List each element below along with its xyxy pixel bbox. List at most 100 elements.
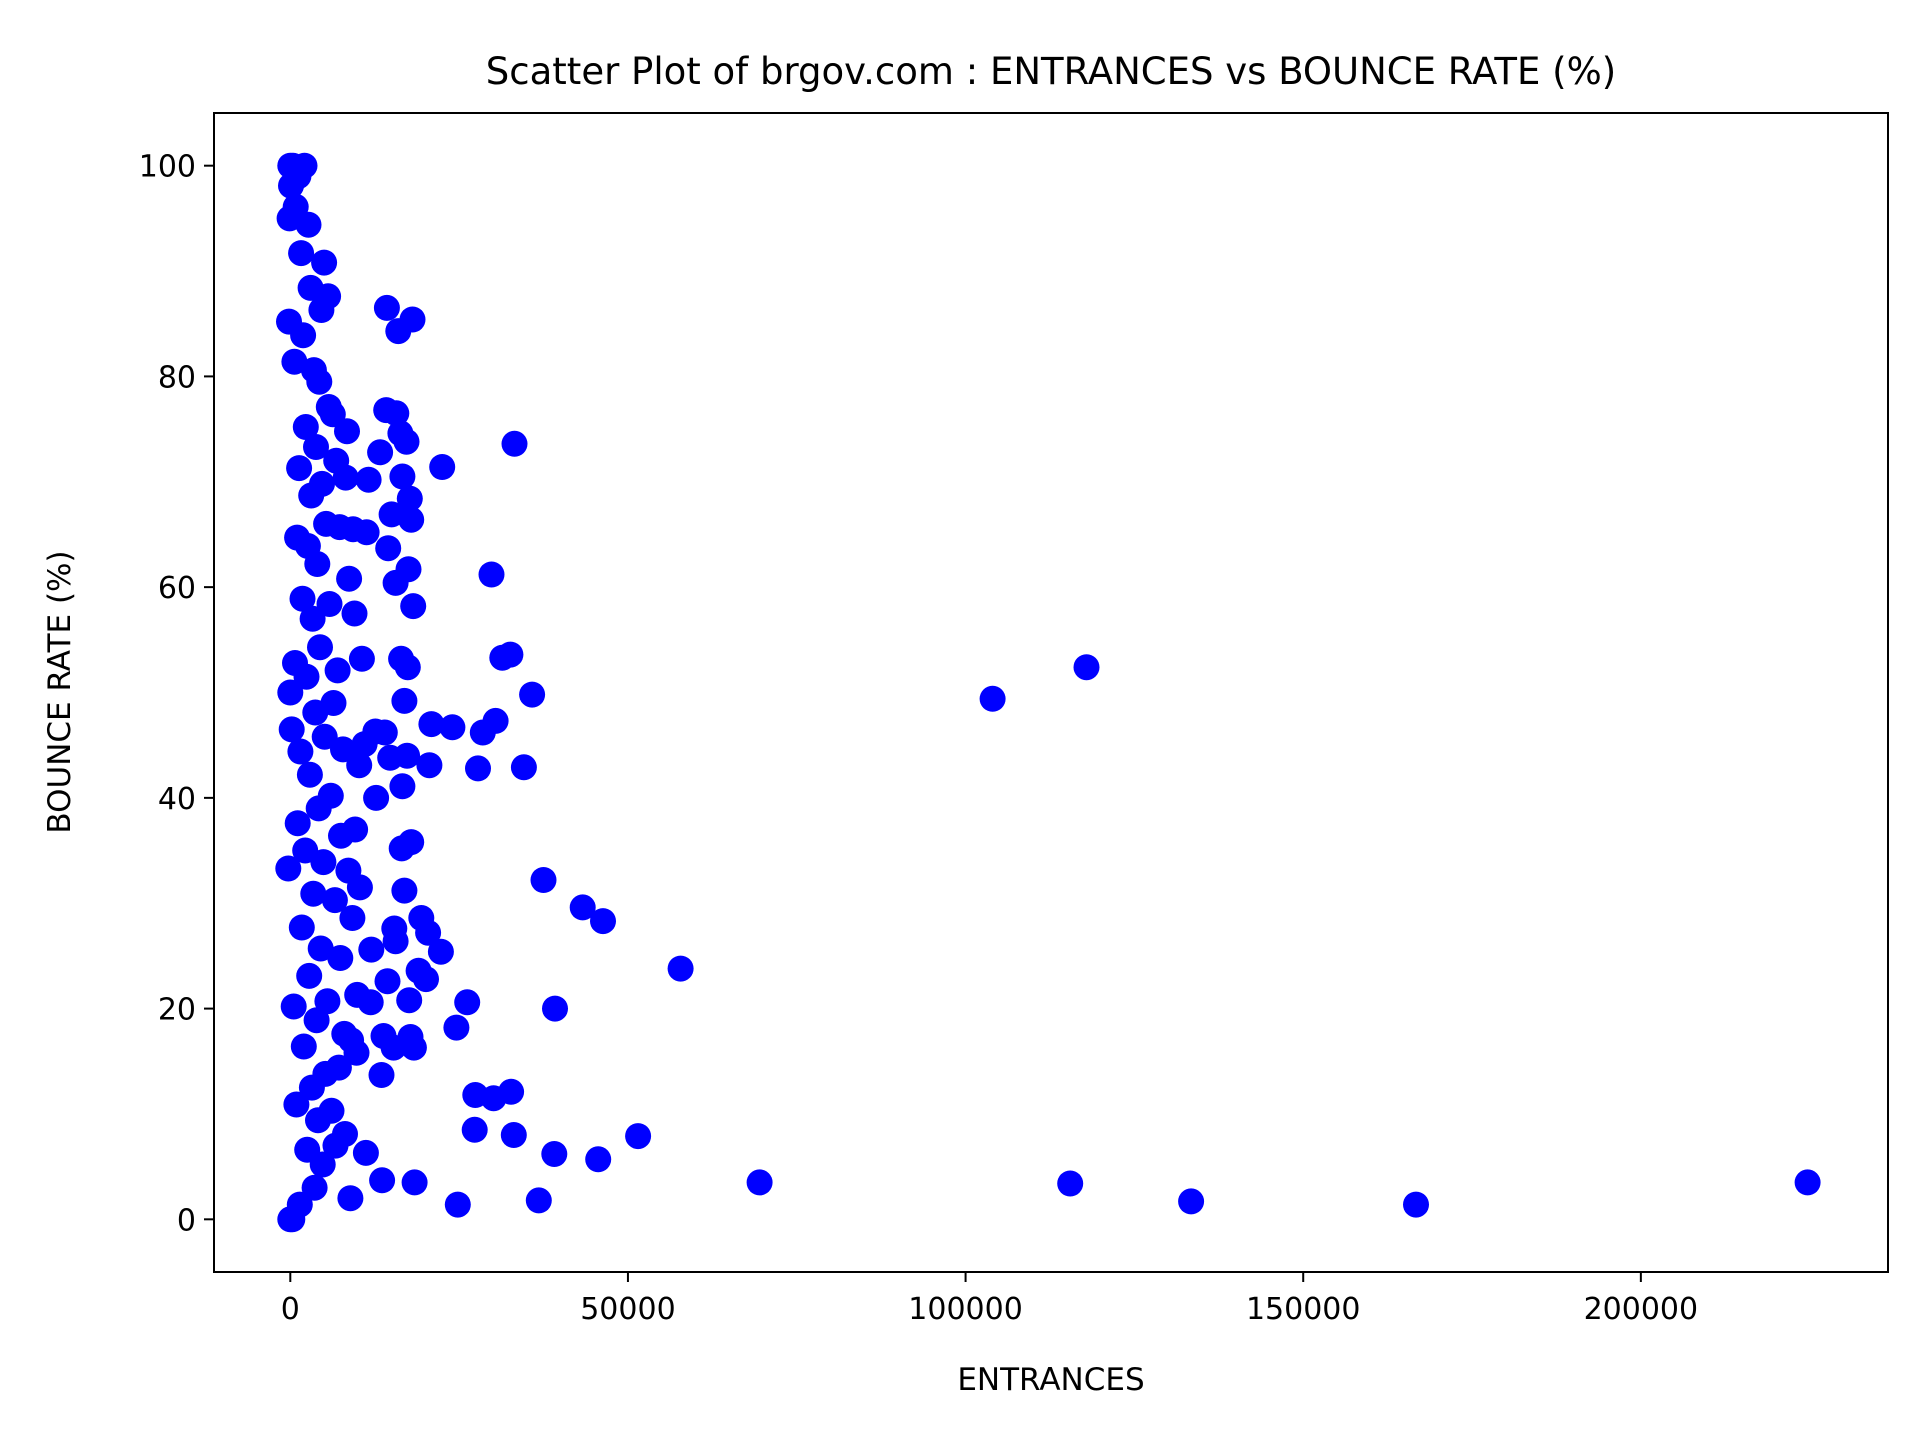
data-point xyxy=(373,397,400,424)
data-point xyxy=(296,761,323,788)
data-point xyxy=(330,736,356,763)
data-point xyxy=(462,1082,489,1108)
data-point xyxy=(510,754,537,781)
data-point xyxy=(373,294,400,321)
plot-frame xyxy=(213,112,1889,1273)
data-point xyxy=(323,447,350,474)
data-point xyxy=(276,205,303,232)
data-point xyxy=(314,988,341,1015)
data-point xyxy=(370,1023,397,1049)
data-point xyxy=(305,1107,331,1134)
data-point xyxy=(667,955,694,982)
data-point xyxy=(381,915,408,942)
data-point xyxy=(444,1191,471,1218)
x-tick-label: 150000 xyxy=(1246,1292,1361,1327)
data-point xyxy=(280,993,307,1020)
data-point xyxy=(286,455,313,482)
data-point xyxy=(300,880,327,907)
data-point xyxy=(296,962,323,989)
data-point xyxy=(979,685,1006,712)
data-point xyxy=(278,172,304,199)
y-tick-label: 20 xyxy=(158,993,196,1028)
x-tick-label: 50000 xyxy=(580,1292,675,1327)
data-point xyxy=(1178,1188,1205,1215)
data-point xyxy=(461,1116,488,1143)
data-point xyxy=(289,585,316,612)
data-point xyxy=(300,357,327,384)
data-point xyxy=(311,249,338,276)
x-tick-label: 100000 xyxy=(908,1292,1023,1327)
data-point xyxy=(569,894,596,921)
data-point xyxy=(369,1167,396,1194)
chart-title: Scatter Plot of brgov.com : ENTRANCES vs… xyxy=(486,50,1616,93)
data-point xyxy=(501,430,528,457)
data-point xyxy=(489,644,516,671)
data-point xyxy=(352,1139,379,1166)
data-point xyxy=(1073,654,1100,681)
data-point xyxy=(401,1169,428,1196)
data-point xyxy=(324,657,351,684)
data-point xyxy=(374,968,401,995)
data-point xyxy=(298,1074,325,1101)
data-points xyxy=(275,152,1821,1233)
data-point xyxy=(541,1141,568,1167)
x-tick-label: 0 xyxy=(281,1292,300,1327)
data-point xyxy=(1403,1191,1429,1218)
data-point xyxy=(341,600,368,627)
data-point xyxy=(387,420,414,447)
data-point xyxy=(307,935,334,962)
data-point xyxy=(378,501,405,528)
x-tick-label: 200000 xyxy=(1584,1292,1699,1327)
y-tick-label: 40 xyxy=(158,782,196,817)
data-point xyxy=(275,855,302,882)
data-point xyxy=(542,995,568,1022)
data-point xyxy=(351,731,378,758)
data-point xyxy=(315,394,342,420)
data-point xyxy=(331,1020,358,1047)
data-point xyxy=(284,810,311,837)
data-point xyxy=(416,752,443,779)
data-point xyxy=(443,1014,470,1041)
data-point xyxy=(391,877,418,904)
data-point xyxy=(288,240,315,267)
data-point xyxy=(389,773,416,800)
data-point xyxy=(311,723,338,750)
data-point xyxy=(389,463,416,490)
data-point xyxy=(303,434,329,460)
data-point xyxy=(282,650,308,676)
data-point xyxy=(396,485,423,512)
data-point xyxy=(292,414,319,440)
data-point xyxy=(277,1206,304,1233)
data-point xyxy=(297,274,324,301)
data-point xyxy=(346,752,373,779)
data-point xyxy=(290,1033,317,1060)
data-point xyxy=(377,744,404,771)
data-point xyxy=(746,1169,773,1196)
data-point xyxy=(429,454,456,480)
data-point xyxy=(368,1062,395,1088)
data-point xyxy=(454,989,481,1016)
data-point xyxy=(322,1132,349,1159)
data-point xyxy=(284,524,311,551)
data-point xyxy=(418,711,445,738)
data-point xyxy=(408,905,435,931)
data-point xyxy=(519,681,546,708)
y-axis-ticks: 0 20 40 60 80 100 xyxy=(139,150,214,1238)
data-point xyxy=(307,634,333,661)
data-point xyxy=(391,687,418,714)
y-tick-label: 0 xyxy=(177,1203,196,1238)
data-point xyxy=(301,1174,328,1201)
data-point xyxy=(465,755,491,782)
data-point xyxy=(278,716,305,743)
data-point xyxy=(363,784,390,811)
data-point xyxy=(277,152,304,179)
y-axis-label: BOUNCE RATE (%) xyxy=(42,550,78,833)
data-point xyxy=(358,936,385,963)
data-point xyxy=(396,987,423,1014)
y-tick-label: 100 xyxy=(139,150,196,185)
data-point xyxy=(313,510,340,537)
data-point xyxy=(385,318,412,345)
data-point xyxy=(525,1187,552,1214)
data-point xyxy=(469,719,496,746)
